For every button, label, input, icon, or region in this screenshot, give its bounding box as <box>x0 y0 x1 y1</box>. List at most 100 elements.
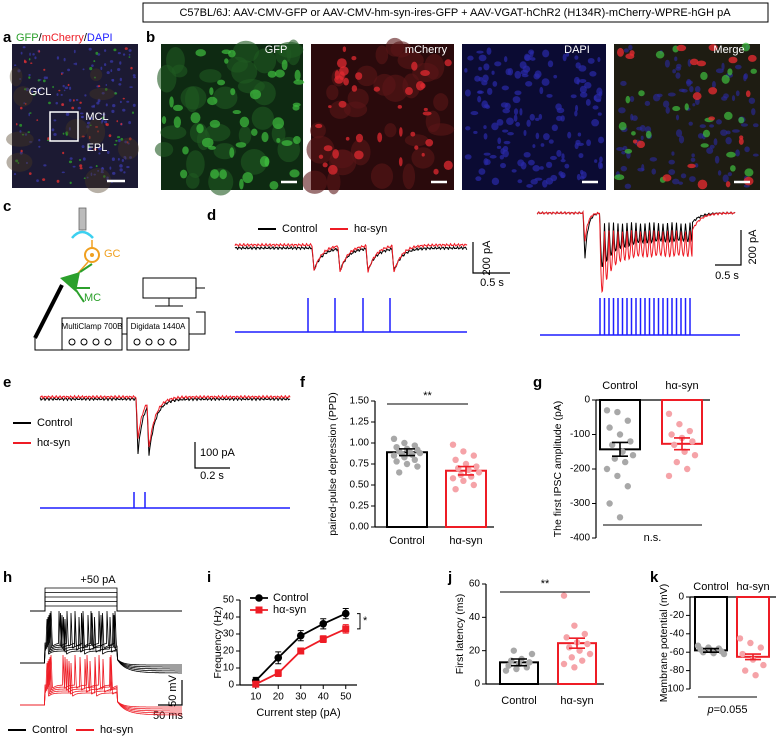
cell <box>616 147 625 151</box>
cell <box>343 77 349 86</box>
cell <box>752 123 759 128</box>
cell <box>562 53 567 62</box>
cell <box>90 172 93 176</box>
cell <box>116 136 121 139</box>
cell <box>161 116 167 124</box>
cell <box>404 134 429 147</box>
cell <box>550 155 557 161</box>
cell <box>106 71 110 75</box>
cell <box>29 112 32 114</box>
cell <box>289 169 300 178</box>
cell <box>190 112 201 124</box>
cell <box>649 157 658 162</box>
cell <box>427 123 455 136</box>
cell <box>224 58 229 64</box>
cell <box>53 119 57 122</box>
y-tick-label: 20 <box>223 646 235 657</box>
cell <box>219 169 227 180</box>
cell <box>83 177 86 180</box>
cell <box>120 123 123 126</box>
cell <box>385 37 405 57</box>
y-tick-label: 60 <box>469 579 481 590</box>
cell <box>118 138 121 143</box>
cell <box>101 116 105 120</box>
data-point <box>665 410 673 417</box>
cell <box>526 184 533 188</box>
data-point <box>686 427 693 435</box>
cell <box>629 95 635 103</box>
cell <box>207 96 218 106</box>
panel-letter: j <box>447 569 452 586</box>
cell <box>411 147 435 169</box>
data-point <box>470 481 477 489</box>
cell <box>17 69 21 73</box>
cell <box>68 98 72 102</box>
cell <box>63 57 66 62</box>
cell <box>97 169 100 172</box>
data-point <box>603 465 611 473</box>
cell <box>525 81 533 87</box>
channel-label: GFP <box>265 44 288 56</box>
marker <box>274 669 282 677</box>
cell <box>514 70 522 79</box>
cell <box>519 108 523 116</box>
cell <box>42 79 46 83</box>
cell <box>71 106 75 110</box>
cell <box>32 93 36 96</box>
cell <box>591 118 600 127</box>
cell <box>13 64 17 67</box>
legend-label: Control <box>37 417 72 429</box>
scale-label: 100 pA <box>200 447 236 459</box>
cell <box>351 85 358 92</box>
cell <box>104 87 108 91</box>
cell <box>351 55 357 61</box>
data-point <box>563 634 570 641</box>
x-tick-label: 10 <box>250 692 262 703</box>
cell <box>124 47 128 50</box>
cell <box>293 79 305 85</box>
cell <box>119 100 122 104</box>
cell <box>628 44 633 51</box>
cell <box>293 136 301 145</box>
cell <box>631 131 636 136</box>
data-point <box>390 452 398 459</box>
cell <box>103 175 106 178</box>
cell <box>37 79 40 82</box>
cell <box>715 68 724 74</box>
error-bar <box>511 658 527 667</box>
cell <box>622 145 628 151</box>
cell <box>61 171 65 174</box>
cell <box>667 92 676 97</box>
cell <box>237 79 265 94</box>
cell <box>97 98 101 103</box>
cell <box>420 69 430 77</box>
cell <box>79 167 83 170</box>
header-box <box>142 2 769 23</box>
micrograph-bg <box>12 44 138 188</box>
cell <box>121 158 124 162</box>
cell <box>338 100 347 108</box>
data-point <box>614 472 621 480</box>
stimulus <box>235 298 467 333</box>
cell <box>676 63 682 69</box>
cell <box>28 74 31 77</box>
cell <box>229 147 235 158</box>
bar <box>694 596 728 652</box>
y-axis-label: First latency (ms) <box>454 594 466 675</box>
cell <box>210 169 220 179</box>
cell <box>398 157 403 167</box>
cell <box>315 123 323 129</box>
cell <box>515 122 521 127</box>
cell <box>561 153 565 160</box>
cell <box>43 164 47 167</box>
cell <box>21 133 25 136</box>
cell <box>199 69 222 83</box>
y-tick-label: -400 <box>570 533 590 544</box>
cell <box>636 140 646 149</box>
cell <box>656 93 663 98</box>
cell <box>405 87 413 95</box>
cell <box>32 53 35 56</box>
data-point <box>691 452 699 459</box>
data-point <box>568 654 575 661</box>
x-tick-label: hα-syn <box>449 535 482 547</box>
